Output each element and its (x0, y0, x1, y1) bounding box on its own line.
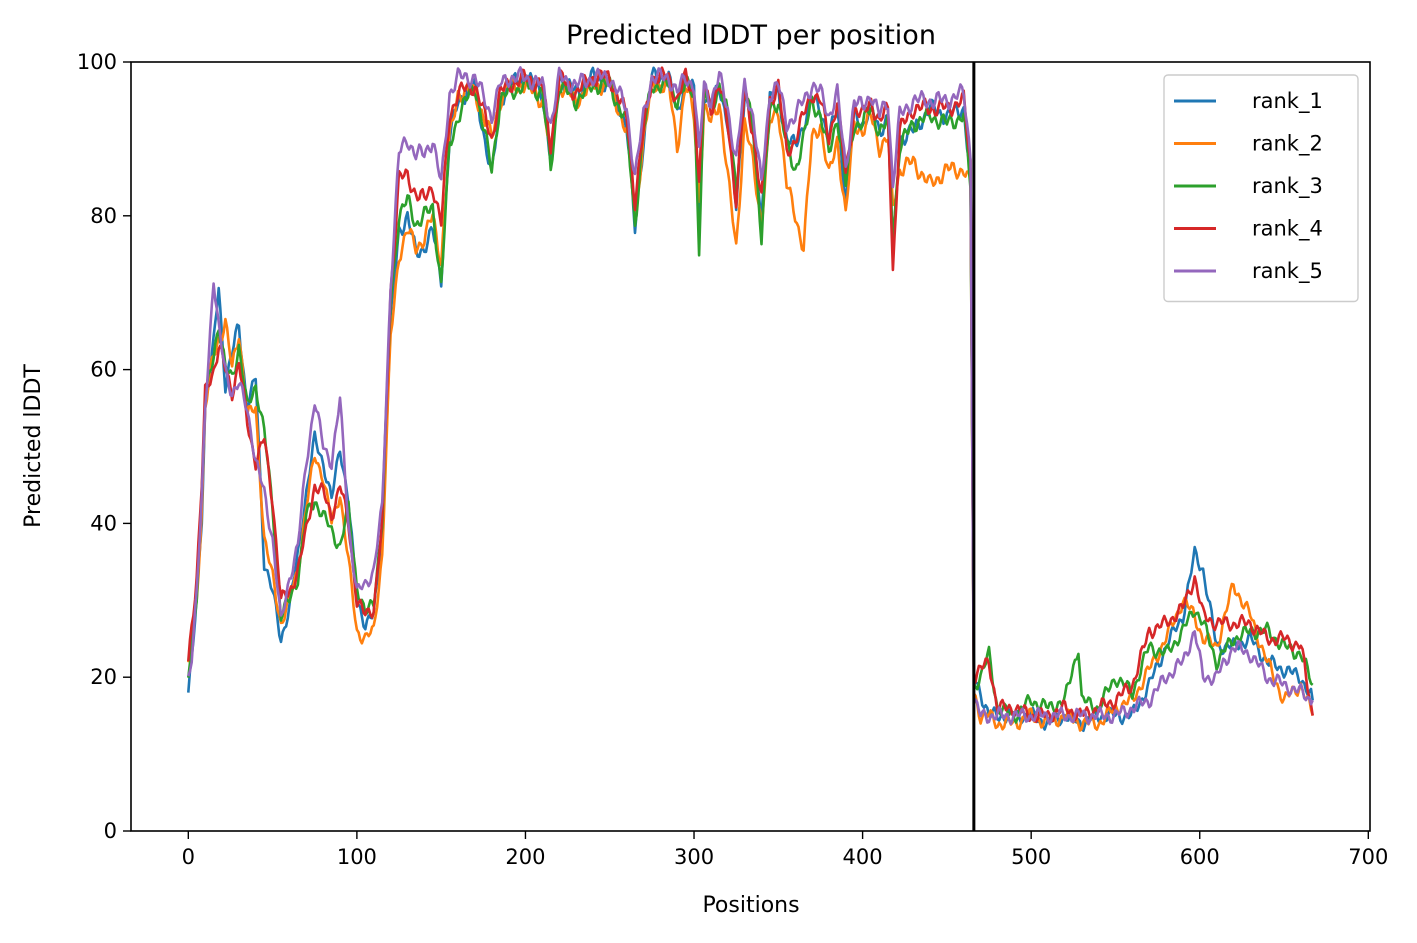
series-line-rank_5 (187, 66, 1314, 726)
plot-area-frame (130, 61, 1371, 832)
x-tick-label: 300 (674, 845, 714, 869)
y-tick-label: 40 (90, 511, 117, 535)
legend-label-rank_1: rank_1 (1252, 89, 1323, 114)
series-line-rank_4 (187, 66, 1314, 724)
y-tick-label: 60 (90, 358, 117, 382)
x-tick-label: 500 (1011, 845, 1051, 869)
x-tick-label: 0 (182, 845, 195, 869)
x-tick-label: 600 (1180, 845, 1220, 869)
legend-box (1163, 74, 1359, 303)
legend: rank_1 rank_2 rank_3 rank_4 rank_5 (1163, 74, 1359, 303)
x-axis-label: Positions (702, 893, 799, 918)
legend-label-rank_5: rank_5 (1252, 259, 1323, 284)
x-axis-ticks: 0 100 200 300 400 500 600 700 (182, 831, 1388, 869)
y-tick-label: 100 (77, 50, 117, 74)
y-axis-label: Predicted lDDT (21, 364, 46, 528)
y-tick-label: 0 (104, 819, 117, 843)
legend-label-rank_2: rank_2 (1252, 132, 1323, 157)
legend-label-rank_3: rank_3 (1252, 174, 1323, 199)
x-tick-label: 200 (505, 845, 545, 869)
y-axis-ticks: 0 20 40 60 80 100 (77, 50, 131, 843)
y-tick-label: 20 (90, 665, 117, 689)
x-tick-label: 700 (1348, 845, 1388, 869)
x-tick-label: 100 (337, 845, 377, 869)
y-tick-label: 80 (90, 204, 117, 228)
legend-label-rank_4: rank_4 (1252, 217, 1323, 242)
x-tick-label: 400 (843, 845, 883, 869)
series-lines (187, 66, 1314, 733)
series-line-rank_2 (187, 74, 1314, 732)
chart-title: Predicted lDDT per position (566, 20, 936, 51)
